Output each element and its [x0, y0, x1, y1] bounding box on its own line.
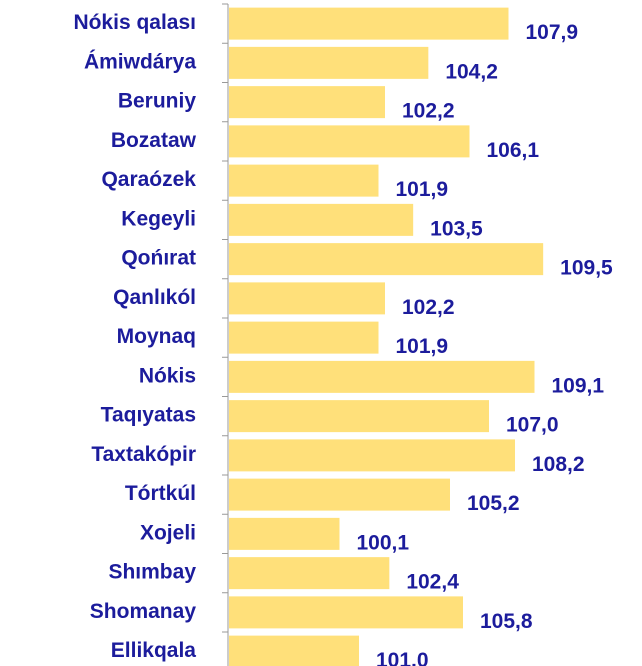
bar	[229, 125, 470, 158]
bar	[229, 321, 379, 354]
category-label: Shomanay	[90, 600, 197, 623]
bar	[229, 164, 379, 197]
value-label: 104,2	[445, 60, 498, 83]
category-label: Shımbay	[108, 561, 196, 584]
value-label: 105,2	[467, 492, 520, 515]
bar	[229, 282, 385, 315]
category-label: Ámiwdárya	[84, 50, 196, 73]
category-label: Qońırat	[121, 247, 196, 270]
bar	[229, 7, 509, 40]
bar	[229, 400, 489, 433]
bar	[229, 243, 544, 276]
value-label: 105,8	[480, 610, 533, 633]
value-label: 102,4	[406, 571, 459, 594]
value-label: 109,1	[552, 374, 605, 397]
value-label: 102,2	[402, 100, 455, 123]
category-label: Tórtkúl	[125, 482, 196, 505]
category-label: Bozataw	[111, 129, 197, 152]
bar	[229, 517, 340, 550]
value-label: 101,9	[396, 178, 449, 201]
bar	[229, 635, 359, 666]
category-label: Moynaq	[117, 325, 196, 348]
bar	[229, 596, 463, 629]
value-label: 100,1	[357, 531, 410, 554]
bar	[229, 557, 390, 590]
value-label: 107,9	[526, 21, 579, 44]
category-label: Ellikqala	[111, 639, 197, 662]
value-label: 106,1	[487, 139, 540, 162]
category-label: Nókis	[139, 364, 196, 387]
value-label: 101,0	[376, 649, 429, 666]
value-label: 101,9	[396, 335, 449, 358]
category-label: Taqıyatas	[101, 404, 196, 427]
bar	[229, 86, 385, 119]
value-label: 108,2	[532, 453, 585, 476]
bar	[229, 478, 450, 511]
value-label: 103,5	[430, 217, 483, 240]
bar	[229, 439, 515, 472]
value-label: 102,2	[402, 296, 455, 319]
bar	[229, 203, 414, 236]
bar	[229, 46, 429, 79]
bar	[229, 360, 535, 393]
value-label: 107,0	[506, 414, 559, 437]
category-label: Qaraózek	[101, 168, 196, 191]
category-label: Nókis qalası	[73, 11, 196, 34]
category-label: Taxtakópir	[91, 443, 196, 466]
category-label: Beruniy	[118, 90, 197, 113]
category-label: Qanlıkól	[113, 286, 196, 309]
category-label: Kegeyli	[121, 207, 196, 230]
value-label: 109,5	[560, 257, 613, 280]
category-label: Xojeli	[140, 521, 196, 544]
